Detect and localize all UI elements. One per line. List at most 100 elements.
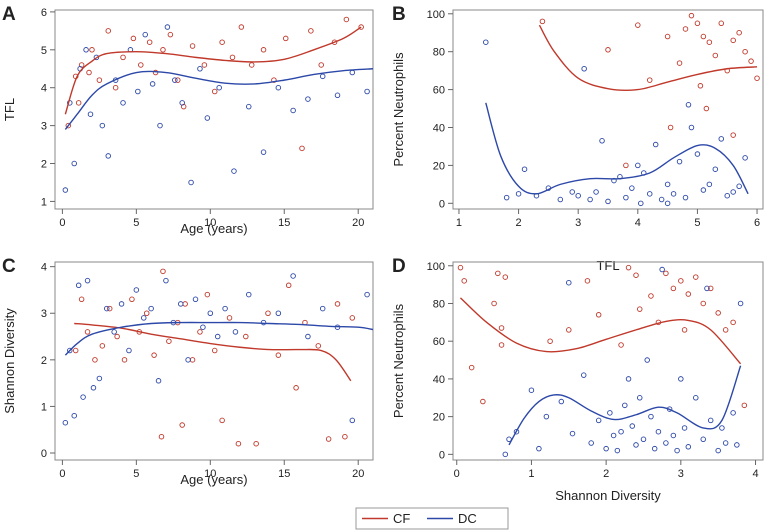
panel-a-cf-point [238,24,245,30]
panel-d-cf-point [498,325,505,331]
panel-b-dc-point [569,189,575,195]
panel-d-dc-trend-line [508,365,742,446]
panel-a-dc-point [290,107,296,114]
panel-c-cf-point [143,310,150,316]
panel-d-dc-point [614,447,621,454]
panel-c-cf-point [99,343,106,349]
panel-d-cf-point [663,270,669,277]
panel-a-cf-point [75,100,82,106]
panel-c-dc-point [200,324,206,330]
panel-a-dc-point [246,103,252,110]
panel-b-cf-point [682,26,689,32]
panel-b-dc-point [688,124,695,131]
panel-c-cf-point [235,440,242,447]
panel-c-cf-point [204,291,211,298]
panel-d-cf-point [547,338,553,344]
panel-d-dc-point [625,376,632,382]
panel-d-dc-point [629,423,636,429]
panel-b-y-tick-label: 0 [439,198,445,210]
panel-c-x-tick-label: 20 [352,468,364,480]
panel-a-dc-point [172,77,178,83]
panel-a-cf-point [130,35,137,42]
panel-c-letter: C [2,256,16,277]
panel-c-cf-point [285,282,292,289]
panel-d-dc-point [633,442,639,448]
legend-cf-label: CF [393,511,410,526]
panel-b-y-tick-label: 80 [433,47,445,59]
panel-c-cf-point [166,338,172,344]
panel-b-y-tick-label: 20 [433,160,445,172]
panel-a-y-tick-label: 3 [41,121,47,133]
panel-a-cf-point [282,35,289,42]
panel-b-cf-point [748,58,754,64]
panel-c-cf-point [334,301,341,307]
panel-a-dc-point [120,100,126,106]
panel-d-cf-point [595,312,602,318]
panel-a-cf-point [318,62,324,68]
panel-d-dc-point [569,430,576,437]
panel-c-cf-point [151,352,157,358]
legend-dc-label: DC [458,511,477,526]
panel-b-cf-point [742,48,748,55]
panel-d-cf-point [681,327,688,333]
panel-b-dc-point [718,136,725,142]
panel-c-cf-point [226,315,233,321]
panel-a-dc-point [231,168,237,174]
panel-b-cf-point [703,105,710,112]
panel-a-letter: A [2,4,16,25]
panel-c-cf-point [72,347,79,354]
legend: CF DC [355,507,509,530]
panel-a-dc-point [364,88,370,95]
panel-b-y-tick-label: 100 [427,9,445,21]
panel-c-dc-point [349,417,356,424]
panel-c-cf-point [315,343,322,349]
panel-b-dc-point [483,39,489,45]
panel-d-dc-point [636,395,643,401]
panel-c-dc-point [246,291,252,298]
panel-b-dc-point [503,194,510,201]
panel-a-dc-point [157,122,163,129]
panel-d-dc-point [737,300,744,307]
panel-c-cf-point [349,315,356,321]
panel-b-dc-point [629,185,635,191]
panel-b-dc-point [670,191,677,197]
panel-a-cf-point [229,54,236,61]
panel-a: 0 5 10 15 20 1 2 3 4 5 6 Age (years) TFL A [2,4,374,236]
panel-b-dc-point [652,141,659,148]
panel-b-dc-point [521,166,528,172]
panel-b-cf-point [688,12,695,19]
panel-d-dc-point [644,357,650,363]
panel-b-dc-point [664,200,671,207]
panel-c-dc-point [111,329,117,335]
panel-d-dc-point [655,428,662,435]
panel-a-x-tick-label: 15 [278,217,290,229]
panel-d-y-tick-label: 40 [433,374,445,386]
panel-d-cf-point [636,306,643,312]
panel-b-x-tick-label: 2 [516,217,522,229]
panel-a-cf-point [175,77,181,83]
panel-b-cf-point [539,18,546,25]
panel-c-dc-point [290,273,296,279]
panel-b-letter: B [392,4,406,25]
panel-b-dc-point [605,198,611,205]
panel-b-cf-point [676,60,683,66]
panel-c-y-tick-label: 2 [41,355,47,367]
panel-c-dc-point [62,419,69,426]
panel-a-dc-point [149,81,156,87]
panel-c-dc-trend-line [64,321,374,356]
panel-c-cf-point [121,357,128,363]
panel-a-cf-point [86,69,92,76]
panel-c-dc-point [305,333,311,340]
panel-b-dc-point [736,183,742,190]
panel-a-dc-point [105,153,111,159]
panel-d-dc-point [663,440,669,446]
panel-b-x-tick-label: 6 [754,217,760,229]
panel-a-dc-point [275,84,282,91]
panel-d-cf-point [741,402,748,409]
panel-c-dc-point [84,277,91,284]
panel-b-cf-point [700,33,707,40]
panel-c-dc-point [185,357,191,363]
panel-d-dc-point [715,447,721,454]
panel-b-dc-point [587,196,593,203]
